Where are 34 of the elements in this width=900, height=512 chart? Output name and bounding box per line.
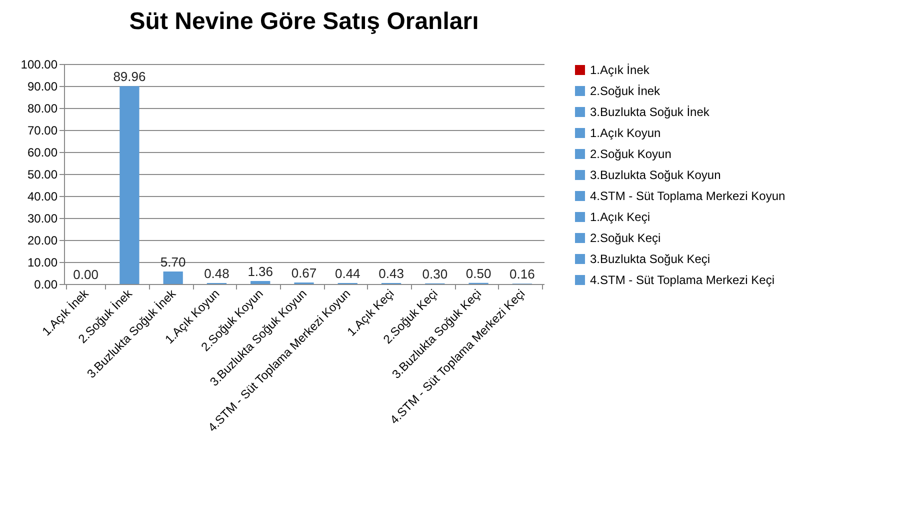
legend-label: 2.Soğuk Keçi: [590, 231, 661, 245]
data-label: 0.30: [422, 266, 448, 282]
legend-label: 1.Açık İnek: [590, 63, 650, 77]
legend-label: 2.Soğuk Koyun: [590, 147, 672, 161]
y-tick-label: 80.00: [27, 102, 58, 116]
data-label: 0.43: [378, 266, 404, 282]
legend-label: 3.Buzlukta Soğuk Keçi: [590, 252, 710, 266]
y-tick-label: 30.00: [27, 212, 58, 226]
data-label: 0.44: [334, 266, 360, 282]
data-label: 0.67: [291, 266, 317, 281]
data-label: 5.70: [160, 254, 186, 270]
legend-label: 1.Açık Koyun: [590, 126, 661, 140]
y-tick-label: 40.00: [27, 190, 58, 204]
chart-title: Süt Nevine Göre Satış Oranları: [129, 8, 479, 35]
y-tick-label: 70.00: [27, 124, 58, 138]
data-label: 1.36: [248, 264, 274, 280]
legend-label: 3.Buzlukta Soğuk Koyun: [590, 168, 721, 182]
data-label: 0.50: [466, 266, 492, 281]
y-tick-label: 20.00: [27, 234, 58, 248]
y-tick-label: 60.00: [27, 146, 58, 160]
data-label: 0.00: [73, 267, 98, 282]
y-tick-label: 90.00: [27, 80, 58, 94]
legend-label: 4.STM - Süt Toplama Merkezi Koyun: [590, 189, 786, 203]
legend-label: 2.Soğuk İnek: [590, 84, 662, 98]
legend-label: 4.STM - Süt Toplama Merkezi Keçi: [590, 273, 775, 287]
legend-label: 1.Açık Keçi: [590, 210, 650, 224]
data-label: 0.16: [510, 266, 535, 282]
data-label: 0.48: [204, 266, 230, 281]
data-label: 89.96: [113, 69, 146, 84]
y-tick-label: 10.00: [27, 256, 58, 270]
y-tick-label: 50.00: [27, 168, 58, 182]
y-tick-label: 100.00: [20, 58, 58, 72]
legend-label: 3.Buzlukta Soğuk İnek: [590, 105, 710, 119]
y-tick-label: 0.00: [34, 278, 58, 292]
